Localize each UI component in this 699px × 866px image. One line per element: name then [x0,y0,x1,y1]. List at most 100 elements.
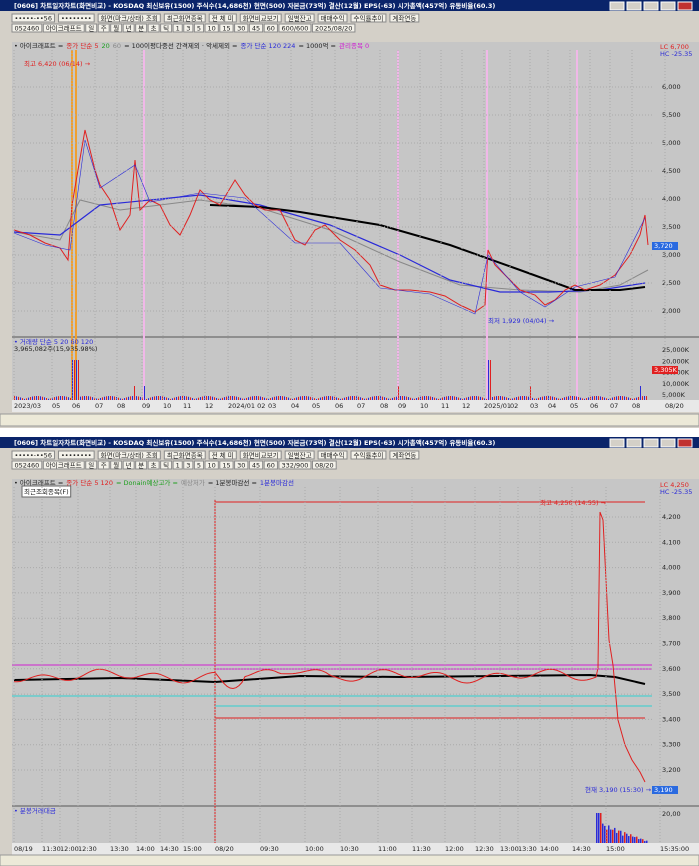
toolbar-button[interactable] [284,450,315,460]
toolbar-button[interactable] [85,460,98,470]
toolbar-button[interactable] [219,460,234,470]
time-axis-label: 13:00 [500,845,519,853]
toolbar-button[interactable] [239,450,282,460]
toolbar-button[interactable] [11,23,43,33]
toolbar-label: 일 [88,23,94,32]
toolbar-button[interactable] [311,23,356,33]
toolbar-button[interactable] [135,460,148,470]
volume-bar [646,840,648,843]
scrollbar[interactable] [0,413,699,427]
volume-bar [302,396,303,400]
volume-bar [472,396,473,400]
window-control[interactable] [626,1,642,11]
volume-bar [140,396,141,400]
toolbar-button[interactable] [122,23,135,33]
toolbar-button[interactable] [57,13,95,23]
toolbar-button[interactable] [42,460,85,470]
toolbar-button[interactable] [193,23,205,33]
volume-bar [562,397,563,400]
toolbar-button[interactable] [278,23,312,33]
toolbar-button[interactable] [97,13,161,23]
toolbar-button[interactable] [11,13,55,23]
toolbar-button[interactable] [234,23,249,33]
toolbar-button[interactable] [234,460,249,470]
toolbar-label: 332/900 [281,461,308,469]
volume-bar [400,396,401,400]
toolbar-button[interactable] [11,450,55,460]
toolbar-button[interactable] [147,460,160,470]
time-axis-label: 07 [357,402,365,410]
window-control[interactable] [643,1,659,11]
toolbar-button[interactable] [135,23,148,33]
toolbar-button[interactable] [248,23,264,33]
toolbar-button[interactable] [208,13,237,23]
toolbar-button[interactable] [183,23,194,33]
toolbar-button[interactable] [172,460,183,470]
window-control[interactable] [609,438,625,448]
toolbar-button[interactable] [317,450,348,460]
volume-bar [536,398,537,400]
toolbar-button[interactable] [122,460,135,470]
volume-bar [624,396,625,400]
toolbar-button[interactable] [311,460,337,470]
volume-bar [118,397,119,400]
recent-items-button[interactable] [21,485,72,498]
toolbar-button[interactable] [239,13,282,23]
toolbar-button[interactable] [42,23,85,33]
toolbar-button[interactable] [248,460,264,470]
toolbar-button[interactable] [160,23,173,33]
toolbar-button[interactable] [350,450,387,460]
toolbar-button[interactable] [263,460,278,470]
toolbar-button[interactable] [219,23,234,33]
toolbar-button[interactable] [183,460,194,470]
window-control[interactable] [626,438,642,448]
toolbar-button[interactable] [389,13,420,23]
toolbar-button[interactable] [389,450,420,460]
toolbar-label: 10 [208,461,216,469]
volume-bar [534,398,535,400]
toolbar-button[interactable] [208,450,237,460]
toolbar-button[interactable] [11,460,43,470]
toolbar-button[interactable] [97,23,110,33]
toolbar-button[interactable] [284,13,315,23]
volume-bar [580,397,581,400]
toolbar-button[interactable] [278,460,312,470]
toolbar-button[interactable] [160,460,173,470]
toolbar-label: 틱 [163,461,169,469]
window-control[interactable] [660,438,676,448]
title-bar [0,437,699,448]
toolbar-button[interactable] [163,450,206,460]
annotation: 최근조회종목(F) [24,487,69,496]
time-axis-label: 10:00 [305,845,324,853]
toolbar-button[interactable] [110,23,123,33]
toolbar-button[interactable] [204,460,219,470]
toolbar-button[interactable] [97,460,110,470]
window-control[interactable] [643,438,659,448]
toolbar-button[interactable] [57,450,95,460]
toolbar-button[interactable] [172,23,183,33]
toolbar-label: 매매수익 [321,14,345,22]
window-control[interactable] [609,1,625,11]
volume-bar [588,397,589,400]
toolbar-button[interactable] [204,23,219,33]
volume-bar [272,397,273,400]
toolbar-button[interactable] [110,460,123,470]
toolbar-button[interactable] [317,13,348,23]
volume-bar [130,396,131,400]
toolbar-button[interactable] [163,13,206,23]
window-control[interactable] [677,438,693,448]
toolbar-button[interactable] [193,460,205,470]
volume-bar [556,397,557,400]
toolbar-button[interactable] [147,23,160,33]
volume-bar [98,398,99,400]
scrollbar[interactable] [0,854,699,866]
toolbar-button[interactable] [350,13,387,23]
window-control[interactable] [660,1,676,11]
toolbar-button[interactable] [263,23,278,33]
toolbar-button[interactable] [85,23,98,33]
toolbar-button[interactable] [97,450,161,460]
volume-bar [634,398,635,400]
window-control[interactable] [677,1,693,11]
volume-bar [540,397,541,400]
